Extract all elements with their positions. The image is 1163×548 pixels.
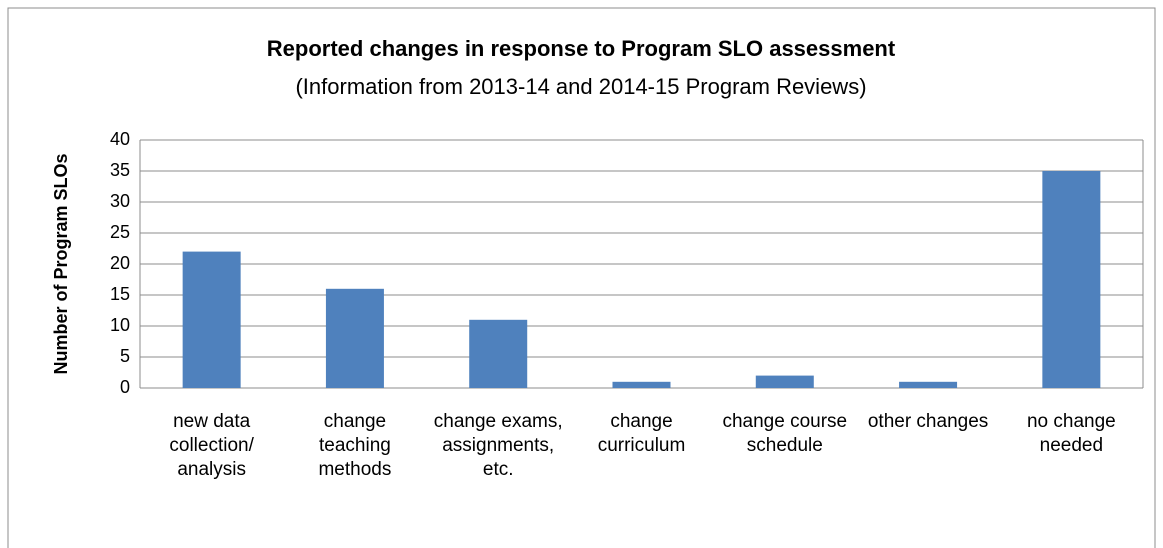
bar bbox=[1042, 171, 1101, 388]
x-tick-label: change curriculum bbox=[597, 411, 686, 456]
x-tick-label: change course schedule bbox=[722, 411, 848, 456]
y-tick-label: 10 bbox=[110, 315, 130, 335]
y-axis-label: Number of Program SLOs bbox=[51, 153, 71, 374]
y-tick-label: 5 bbox=[120, 346, 130, 366]
y-tick-label: 40 bbox=[110, 129, 130, 149]
chart-subtitle: (Information from 2013-14 and 2014-15 Pr… bbox=[295, 74, 866, 99]
bar bbox=[612, 381, 671, 388]
chart-frame bbox=[7, 7, 1156, 548]
x-tick-label: change teaching methods bbox=[318, 411, 392, 480]
y-tick-label: 15 bbox=[110, 284, 130, 304]
y-tick-label: 20 bbox=[110, 253, 130, 273]
bar bbox=[755, 375, 814, 388]
y-tick-label: 25 bbox=[110, 222, 130, 242]
bar bbox=[325, 288, 384, 388]
y-tick-label: 0 bbox=[120, 377, 130, 397]
y-tick-label: 30 bbox=[110, 191, 130, 211]
x-tick-label: new data collection/ analysis bbox=[169, 411, 254, 480]
chart-title: Reported changes in response to Program … bbox=[267, 36, 896, 61]
x-tick-label: change exams, assignments, etc. bbox=[433, 411, 563, 480]
bar bbox=[899, 381, 958, 388]
x-tick-label: other changes bbox=[867, 411, 989, 432]
bar bbox=[469, 319, 528, 388]
y-tick-label: 35 bbox=[110, 160, 130, 180]
bar bbox=[182, 251, 241, 388]
x-tick-label: no change needed bbox=[1026, 411, 1116, 456]
